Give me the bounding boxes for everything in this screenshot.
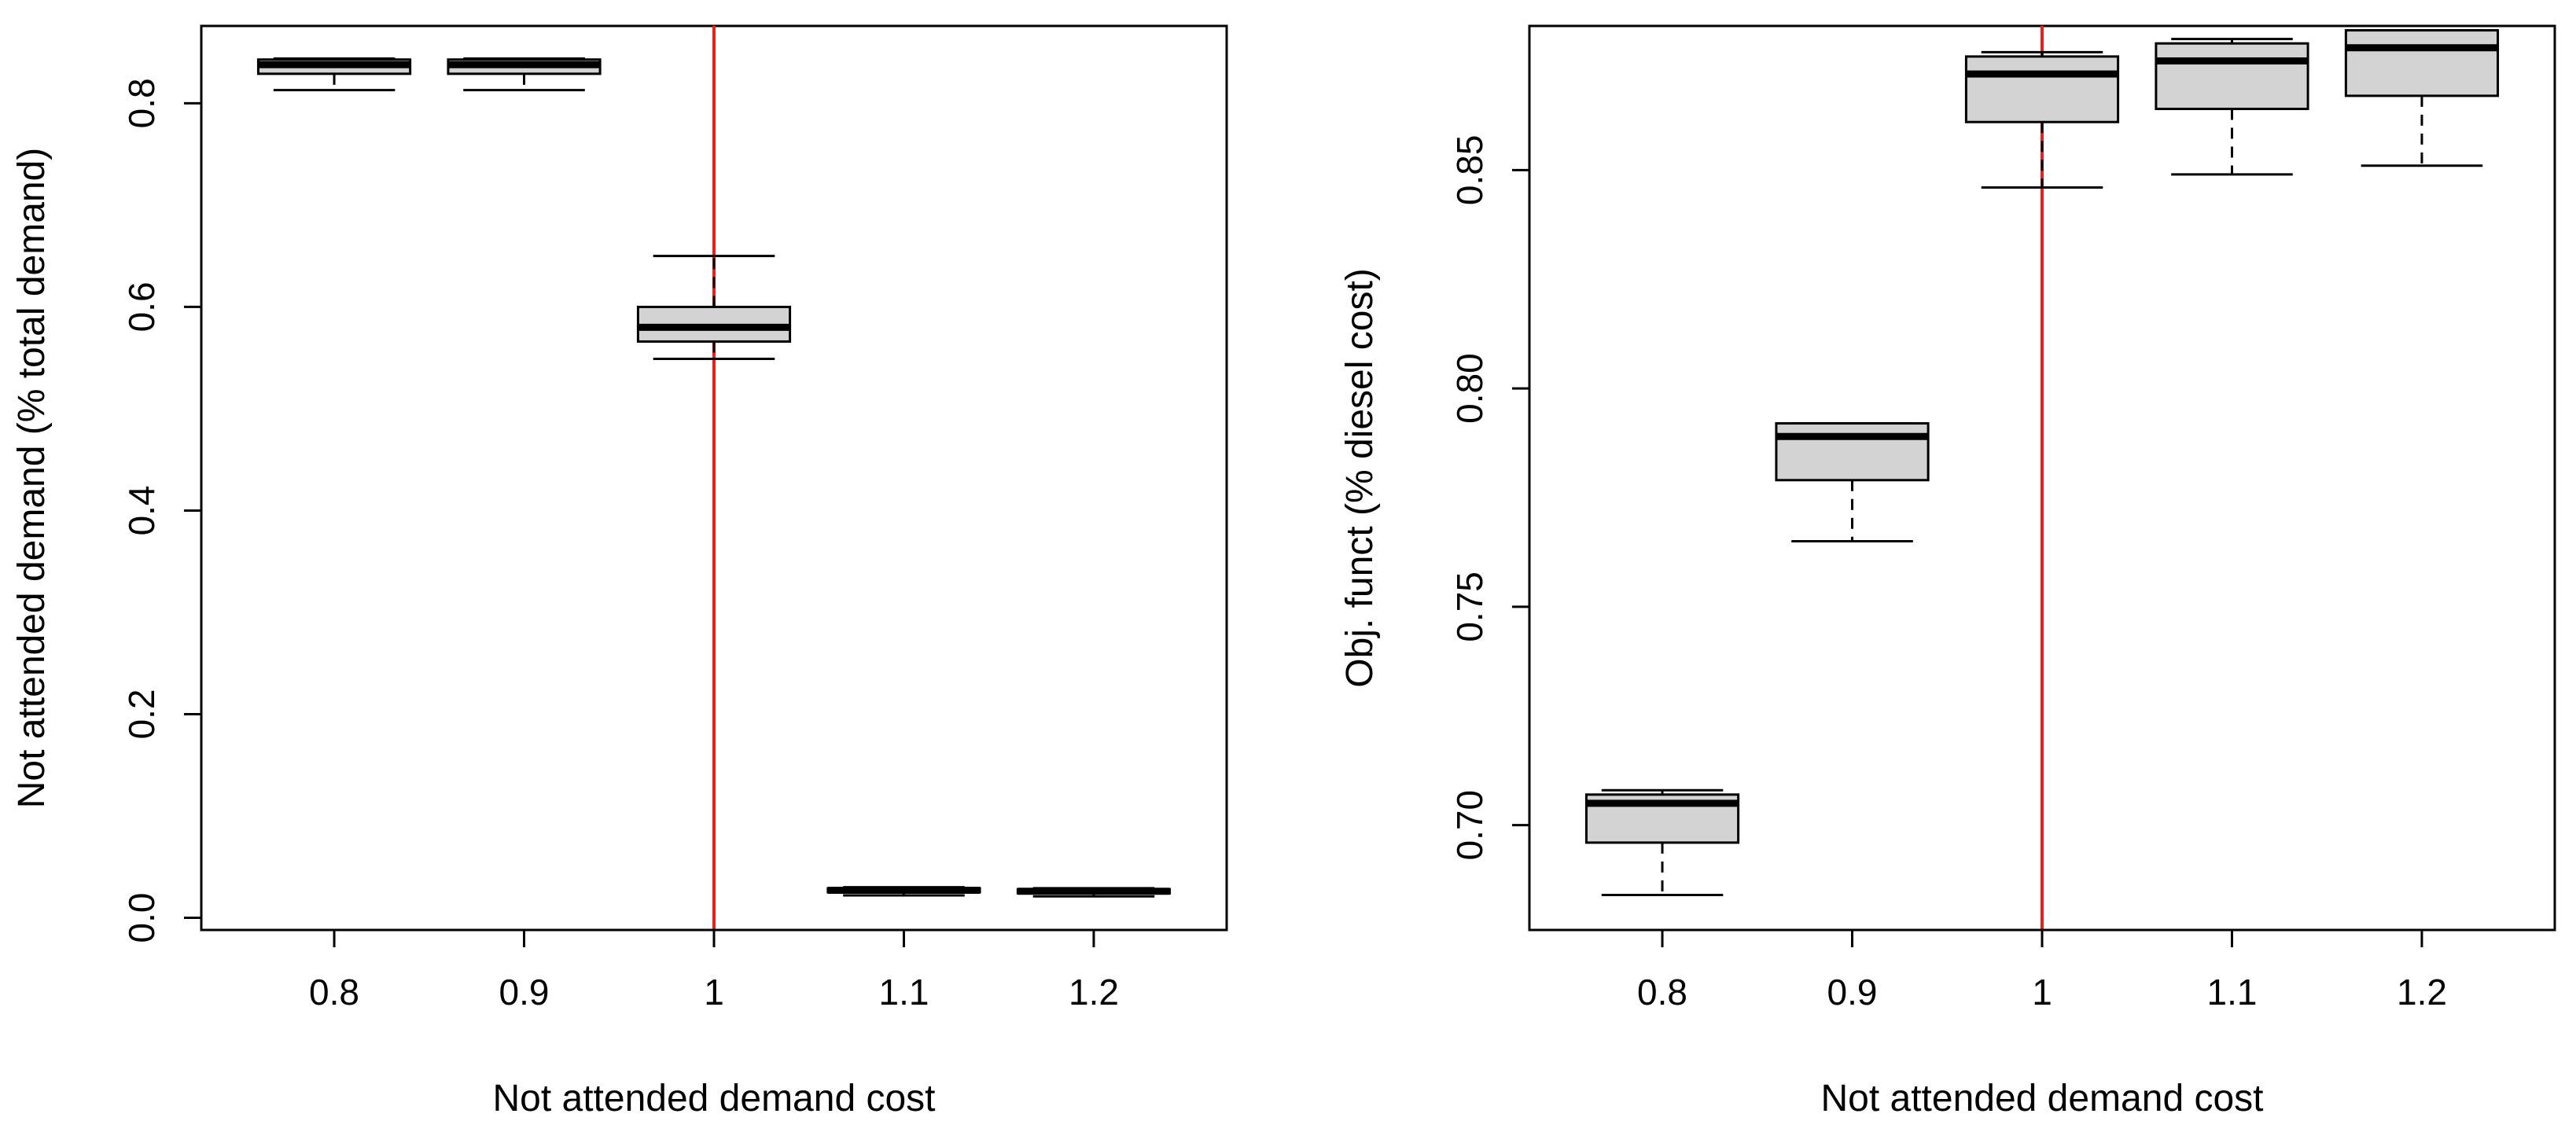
- x-axis: 0.8 0.9 1 1.1 1.2 Not attended demand cost: [309, 928, 1119, 1119]
- right-boxplot-panel: 0.8 0.9 1 1.1 1.2 Not attended demand cost 0.7…: [1339, 24, 2556, 1119]
- y-tick-label: 0.70: [1449, 790, 1490, 861]
- x-tick-label: 0.8: [309, 972, 359, 1013]
- y-axis: 0.70 0.75 0.80 0.85 Obj. funct (% diesel cos…: [1339, 135, 1531, 861]
- y-tick-label: 0.8: [121, 78, 162, 128]
- box-1.1: [826, 886, 981, 897]
- box-1.2: [1016, 887, 1172, 898]
- x-axis: 0.8 0.9 1 1.1 1.2 Not attended demand cost: [1637, 928, 2447, 1119]
- x-tick-label: 0.9: [1827, 972, 1878, 1013]
- x-axis-title: Not attended demand cost: [1820, 1078, 2263, 1119]
- y-tick-label: 0.2: [121, 689, 162, 739]
- iqr-box: [2344, 29, 2500, 97]
- x-tick-label: 0.9: [499, 972, 550, 1013]
- y-tick-label: 0.4: [121, 485, 162, 535]
- box-0.9: [1775, 422, 1930, 543]
- x-tick-label: 1: [2032, 972, 2052, 1013]
- x-tick-label: 0.8: [1637, 972, 1687, 1013]
- y-tick-label: 0.85: [1449, 135, 1490, 206]
- x-tick-label: 1.1: [879, 972, 929, 1013]
- box-0.8: [1584, 788, 1740, 897]
- y-tick-label: 0.80: [1449, 353, 1490, 424]
- iqr-box: [1775, 422, 1930, 482]
- x-tick-label: 1.2: [1069, 972, 1119, 1013]
- y-tick-label: 0.0: [121, 892, 162, 943]
- left-boxplot-panel: 0.8 0.9 1 1.1 1.2 Not attended demand cost 0.0…: [11, 24, 1228, 1119]
- y-axis-title: Obj. funct (% diesel cost): [1339, 268, 1381, 688]
- y-tick-label: 0.6: [121, 281, 162, 332]
- box-1.1: [2155, 38, 2309, 176]
- x-axis-title: Not attended demand cost: [492, 1078, 935, 1119]
- box-1: [636, 255, 792, 360]
- iqr-box: [2155, 42, 2309, 111]
- x-tick-label: 1.2: [2397, 972, 2447, 1013]
- x-tick-label: 1: [704, 972, 724, 1013]
- y-axis: 0.0 0.2 0.4 0.6 0.8 Not attended demand (% to…: [11, 78, 203, 943]
- box-0.9: [447, 57, 602, 92]
- x-tick-label: 1.1: [2207, 972, 2258, 1013]
- iqr-box: [1964, 55, 2120, 123]
- y-tick-label: 0.75: [1449, 572, 1490, 642]
- y-axis-title: Not attended demand (% total demand): [11, 148, 53, 809]
- box-0.8: [256, 57, 412, 92]
- box-1.2: [2344, 29, 2500, 167]
- box-1: [1964, 50, 2120, 189]
